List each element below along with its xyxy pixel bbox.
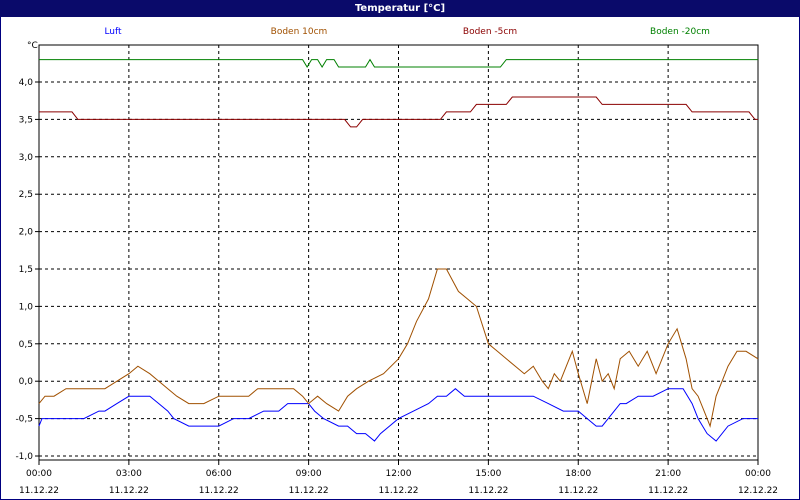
series-lines	[38, 58, 759, 442]
x-tick-label-date: 11.12.22	[289, 486, 329, 496]
series-line-luft	[38, 388, 758, 442]
x-tick-label-date: 11.12.22	[109, 486, 149, 496]
x-tick-label-time: 21:00	[655, 469, 681, 479]
x-tick-label-time: 00:00	[745, 469, 771, 479]
x-tick-label-time: 09:00	[296, 469, 322, 479]
x-tick-label-date: 11.12.22	[19, 486, 59, 496]
x-tick-label-date: 12.12.22	[738, 486, 778, 496]
y-tick-label: -1,0	[15, 452, 33, 462]
y-tick-label: 1,5	[19, 265, 33, 275]
tick-labels: 4,0 3,5 3,0 2,5 2,0 1,5 1,0 0,5 0,0 -0,5 -1,0 00:00…	[15, 78, 778, 496]
legend-entry: Boden -5cm	[463, 27, 517, 37]
legend: Luft Boden 10cm Boden -5cm Boden -20cm	[104, 27, 710, 37]
y-tick-label: -0,5	[15, 415, 33, 425]
plot-area-border	[38, 44, 759, 461]
legend-entry: Boden 10cm	[271, 27, 328, 37]
series-line-boden-5cm	[39, 96, 758, 128]
axes	[35, 44, 759, 465]
x-tick-label-time: 00:00	[26, 469, 52, 479]
x-tick-label-time: 12:00	[386, 469, 412, 479]
x-tick-label-date: 11.12.22	[378, 486, 418, 496]
x-tick-label-time: 06:00	[206, 469, 232, 479]
y-tick-label: 2,5	[19, 190, 33, 200]
series-line-boden-20cm	[39, 58, 758, 68]
y-tick-label: 3,5	[19, 115, 33, 125]
y-axis-unit: °C	[27, 41, 38, 51]
chart-title: Temperatur [°C]	[0, 0, 800, 17]
y-tick-label: 0,5	[19, 340, 33, 350]
x-tick-label-time: 15:00	[475, 469, 501, 479]
y-tick-label: 2,0	[19, 228, 34, 238]
x-tick-label-date: 11.12.22	[648, 486, 688, 496]
x-tick-label-time: 03:00	[116, 469, 142, 479]
x-tick-label-time: 18:00	[565, 469, 591, 479]
x-tick-label-date: 11.12.22	[199, 486, 239, 496]
x-tick-label-date: 11.12.22	[468, 486, 508, 496]
y-tick-label: 1,0	[19, 302, 34, 312]
series-line-boden-10cm	[38, 268, 759, 428]
y-tick-label: 0,0	[19, 377, 34, 387]
x-tick-label-date: 11.12.22	[558, 486, 598, 496]
grid	[39, 45, 758, 460]
y-tick-label: 4,0	[19, 78, 34, 88]
legend-entry: Boden -20cm	[650, 27, 710, 37]
y-tick-label: 3,0	[19, 153, 34, 163]
legend-entry: Luft	[104, 27, 122, 37]
